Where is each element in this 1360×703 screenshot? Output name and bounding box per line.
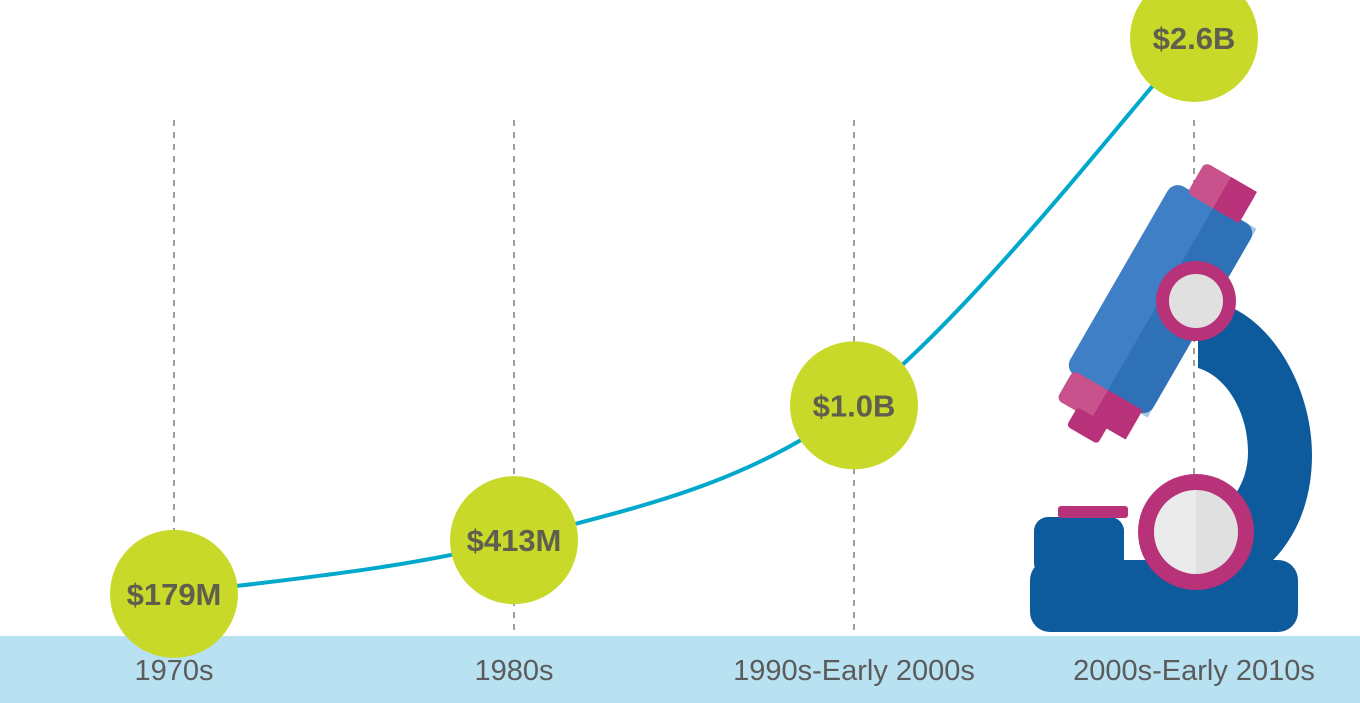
data-bubble bbox=[790, 341, 918, 470]
data-bubble bbox=[450, 476, 578, 605]
data-bubbles bbox=[110, 0, 1258, 658]
x-tick-label: 1990s-Early 2000s bbox=[733, 655, 975, 687]
data-bubble bbox=[1130, 0, 1258, 102]
data-value-label: $2.6B bbox=[1153, 21, 1236, 56]
microscope-icon bbox=[1030, 164, 1312, 632]
x-axis-tick-labels: 1970s 1980s 1990s-Early 2000s 2000s-Early 2… bbox=[134, 655, 1314, 687]
data-value-labels: $179M $413M $1.0B $2.6B bbox=[127, 21, 1236, 612]
x-tick-label: 1980s bbox=[474, 655, 553, 687]
data-value-label: $179M bbox=[127, 577, 222, 612]
data-value-label: $1.0B bbox=[813, 388, 896, 423]
x-tick-label: 1970s bbox=[134, 655, 213, 687]
data-bubble bbox=[110, 529, 238, 658]
trend-line bbox=[173, 36, 1196, 596]
x-axis-band bbox=[0, 636, 1360, 703]
x-tick-label: 2000s-Early 2010s bbox=[1073, 655, 1315, 687]
data-value-label: $413M bbox=[467, 523, 562, 558]
